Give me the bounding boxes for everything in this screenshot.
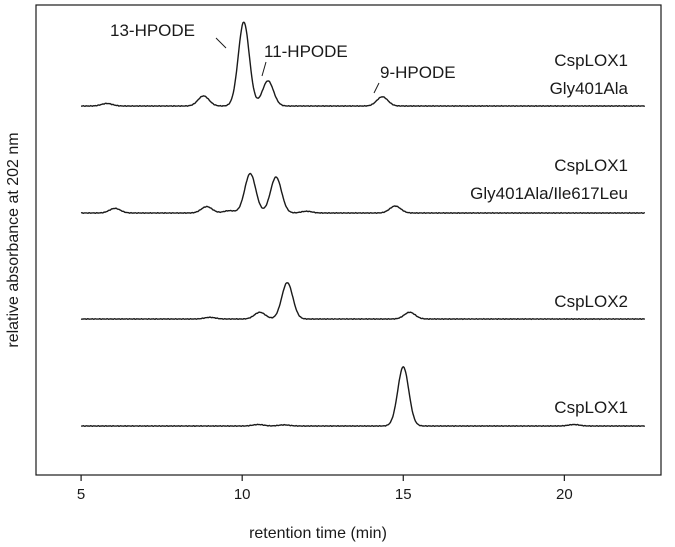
series-label: CspLOX1 bbox=[554, 156, 628, 175]
x-tick-label: 5 bbox=[77, 486, 85, 503]
series-label: CspLOX1 bbox=[554, 51, 628, 70]
series-label: Gly401Ala/Ile617Leu bbox=[470, 184, 628, 203]
x-axis-label: retention time (min) bbox=[249, 525, 387, 542]
trace-series-1 bbox=[80, 21, 645, 108]
series-label: CspLOX1 bbox=[554, 398, 628, 417]
plot-frame bbox=[35, 4, 662, 476]
trace-series-3 bbox=[80, 282, 645, 321]
peak-annotations: 13-HPODE 11-HPODE 9-HPODE bbox=[110, 21, 456, 94]
peak-annotation-leader bbox=[261, 61, 267, 77]
y-axis-label: relative absorbance at 202 nm bbox=[5, 132, 22, 347]
series-label: CspLOX2 bbox=[554, 292, 628, 311]
trace-series-2 bbox=[80, 172, 645, 215]
series-label: Gly401Ala bbox=[550, 79, 629, 98]
x-tick-label: 20 bbox=[556, 486, 573, 503]
peak-annotation-label: 13-HPODE bbox=[110, 21, 195, 40]
chromatogram-traces bbox=[80, 21, 645, 428]
series-labels: CspLOX1 Gly401Ala CspLOX1 Gly401Ala/Ile617L… bbox=[470, 51, 628, 417]
x-axis-ticks: 5 10 15 20 bbox=[77, 475, 573, 503]
trace-series-4 bbox=[81, 366, 645, 428]
peak-annotation-label: 11-HPODE bbox=[264, 42, 348, 61]
peak-annotation-label: 9-HPODE bbox=[380, 63, 456, 82]
x-tick-label: 15 bbox=[395, 486, 412, 503]
peak-annotation-leader bbox=[373, 82, 380, 94]
x-tick-label: 10 bbox=[234, 486, 251, 503]
peak-annotation-leader bbox=[215, 37, 227, 49]
